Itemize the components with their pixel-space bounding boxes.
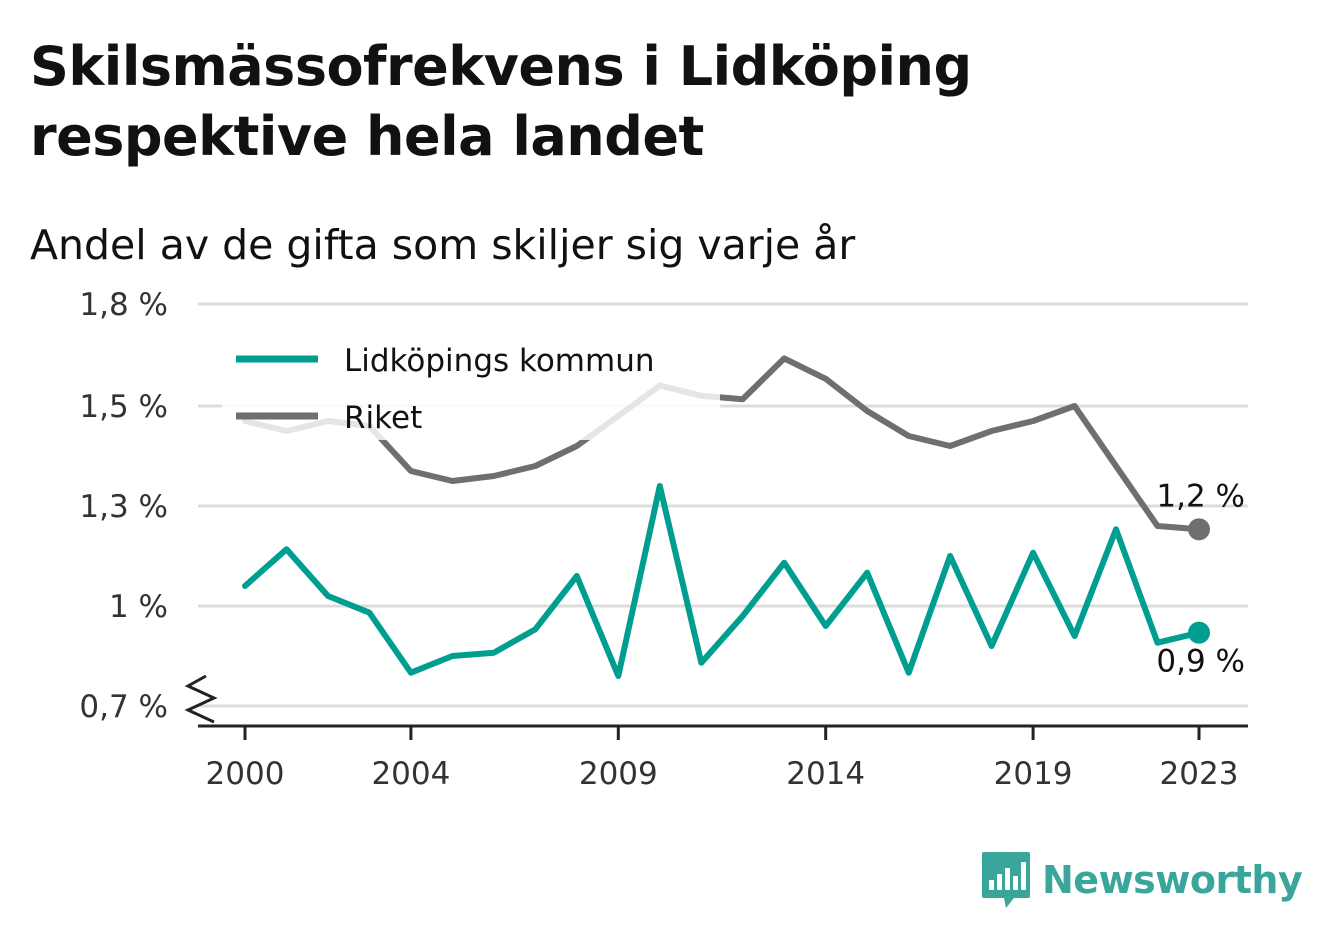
- x-tick-label: 2023: [1160, 756, 1239, 792]
- end-value-label: 1,2 %: [1156, 478, 1245, 514]
- chart-subtitle: Andel av de gifta som skiljer sig varje …: [30, 221, 856, 269]
- newsworthy-logo: Newsworthy: [980, 850, 1303, 910]
- y-tick-label: 1,8 %: [79, 287, 168, 323]
- end-value-label: 0,9 %: [1156, 644, 1245, 680]
- axes: 0,7 % 1 % 1,3 % 1,5 % 1,8 % 2000 2004 2009 2014 2…: [79, 287, 1248, 792]
- legend-label: Riket: [344, 400, 422, 436]
- newsworthy-bar-chart-icon: [982, 852, 1030, 908]
- y-tick-label: 1,5 %: [79, 389, 168, 425]
- series-line-riket: [242, 355, 1202, 533]
- series-lines: [242, 355, 1210, 679]
- x-tick-label: 2000: [206, 756, 285, 792]
- series-line-lidk-pings-kommun: [242, 483, 1202, 679]
- legend: Lidköpings kommun Riket: [222, 328, 720, 440]
- y-tick-label: 0,7 %: [79, 689, 168, 725]
- data-point: [1188, 518, 1210, 541]
- legend-backdrop: [222, 328, 720, 440]
- legend-label: Lidköpings kommun: [344, 343, 655, 379]
- x-tick-label: 2004: [371, 756, 450, 792]
- chart-title: Skilsmässofrekvens i Lidköping respektiv…: [30, 35, 972, 168]
- data-point: [1188, 621, 1210, 644]
- end-labels: 0,9 % 1,2 %: [1156, 478, 1245, 679]
- axis-break-icon: [184, 674, 218, 724]
- y-tick-label: 1,3 %: [79, 489, 168, 525]
- x-tick-label: 2019: [994, 756, 1073, 792]
- brand-name: Newsworthy: [1042, 858, 1303, 902]
- x-tick-label: 2014: [786, 756, 865, 792]
- x-tick-label: 2009: [579, 756, 658, 792]
- y-tick-label: 1 %: [109, 589, 168, 625]
